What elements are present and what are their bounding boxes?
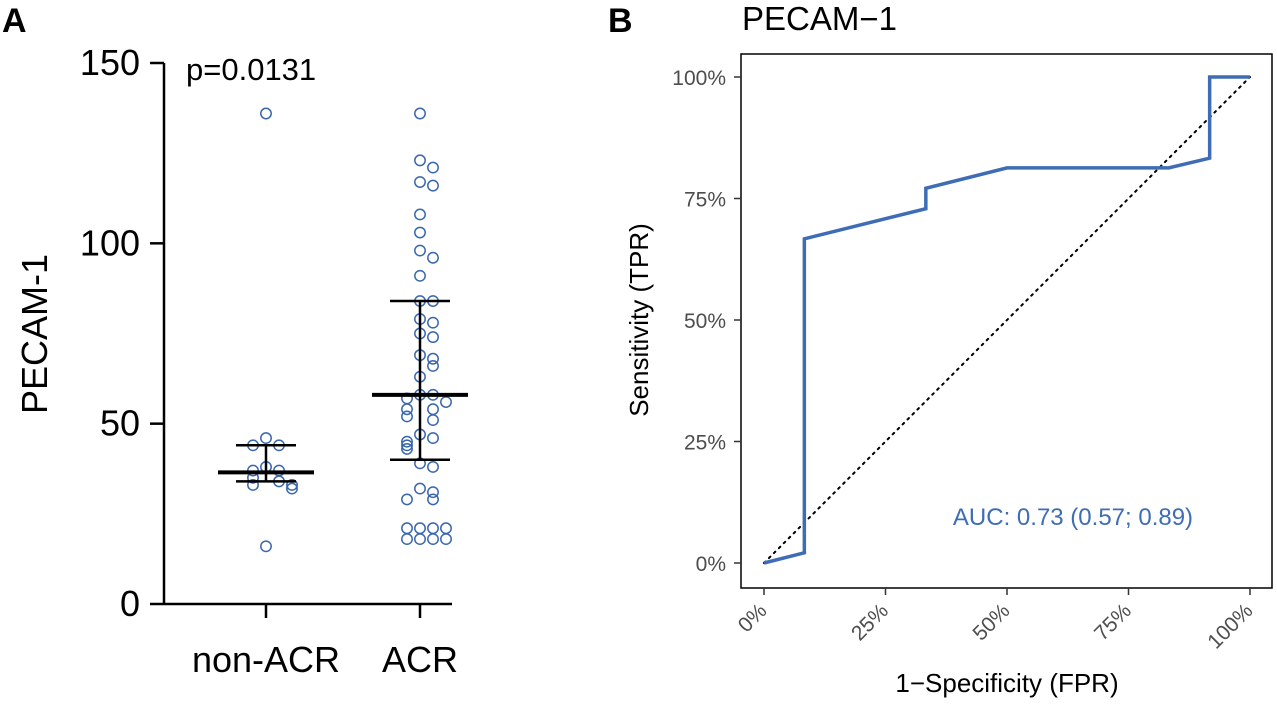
b-y-tick-label: 100% (672, 67, 726, 90)
a-data-point (427, 486, 439, 499)
a-data-point (260, 432, 272, 445)
a-data-point (427, 352, 439, 365)
a-data-point (427, 460, 439, 473)
a-data-point (260, 540, 272, 553)
a-p-value: p=0.0131 (186, 52, 316, 87)
a-data-point (414, 154, 426, 167)
b-title: PECAM−1 (742, 0, 897, 37)
a-data-point (286, 482, 298, 495)
a-x-ticks: non-ACR ACR (192, 604, 458, 680)
b-x-tick-label: 0% (734, 599, 772, 637)
b-x-tick-label: 75% (1090, 599, 1136, 645)
a-data-point (427, 251, 439, 264)
panel-b-label: B (608, 2, 633, 40)
a-x-tick-label: non-ACR (192, 639, 340, 680)
a-data-point (401, 403, 413, 416)
b-x-axis-title: 1−Specificity (FPR) (895, 668, 1118, 698)
a-data-point (427, 522, 439, 535)
a-data-point (427, 414, 439, 427)
b-x-tick-label: 50% (969, 599, 1015, 645)
a-data-point (414, 107, 426, 120)
a-y-tick-label: 100 (80, 222, 140, 263)
a-data-point (427, 161, 439, 174)
b-y-tick-label: 25% (684, 432, 726, 455)
panel-a: A p=0.0131 PECAM-1 0 50 100 150 non-ACR ACR (2, 2, 468, 680)
b-y-tick-label: 50% (684, 310, 726, 333)
a-data-point (427, 432, 439, 445)
a-data-point (401, 439, 413, 452)
a-y-axis-title: PECAM-1 (14, 254, 55, 414)
a-data-point (440, 396, 452, 408)
panel-a-label: A (2, 2, 27, 40)
a-data-point (401, 435, 413, 448)
b-y-tick-label: 0% (696, 553, 726, 576)
a-data-point (414, 533, 426, 546)
a-data-point (440, 533, 452, 546)
a-x-tick-label: ACR (382, 639, 458, 680)
a-data-point (414, 269, 426, 282)
a-data-point (401, 410, 413, 423)
b-x-tick-label: 25% (847, 599, 893, 645)
a-data-point (286, 479, 298, 491)
a-data-point (414, 208, 426, 221)
a-data-point (401, 522, 413, 535)
a-y-tick-label: 150 (80, 42, 140, 83)
b-x-tick-label: 100% (1203, 599, 1257, 653)
a-data-point (414, 482, 426, 495)
a-data-point (427, 360, 439, 372)
a-data-point (414, 522, 426, 535)
a-y-tick-label: 50 (100, 403, 140, 444)
b-y-tick-label: 75% (684, 189, 726, 212)
a-data-point (427, 533, 439, 546)
b-y-axis-title: Sensitivity (TPR) (624, 223, 654, 417)
a-data-point (401, 442, 413, 455)
a-data-point (440, 522, 452, 535)
a-data-point (247, 479, 259, 491)
a-data-point (427, 316, 439, 329)
b-roc-curve (763, 75, 1250, 565)
b-reference-line (763, 76, 1251, 564)
a-data-point (401, 493, 413, 506)
a-data-point (427, 331, 439, 344)
b-auc-label: AUC: 0.73 (0.57; 0.89) (953, 504, 1193, 531)
b-y-ticks: 0% 25% 50% 75% 100% (672, 67, 741, 576)
a-data-point (414, 226, 426, 239)
panel-b: B PECAM−1 0% 25% 50% 75% 100% 0% 25% 50% 75% 100… (608, 0, 1273, 698)
a-data-point (427, 403, 439, 416)
a-y-ticks: 0 50 100 150 (80, 42, 164, 624)
a-data-point (414, 244, 426, 257)
a-y-tick-label: 0 (120, 583, 140, 624)
a-data-point (427, 179, 439, 192)
a-data-point (427, 493, 439, 506)
a-data-point (401, 533, 413, 546)
a-summary-bars (218, 299, 468, 483)
a-data-point (260, 107, 272, 120)
b-x-ticks: 0% 25% 50% 75% 100% (734, 588, 1258, 654)
a-data-point (414, 176, 426, 188)
